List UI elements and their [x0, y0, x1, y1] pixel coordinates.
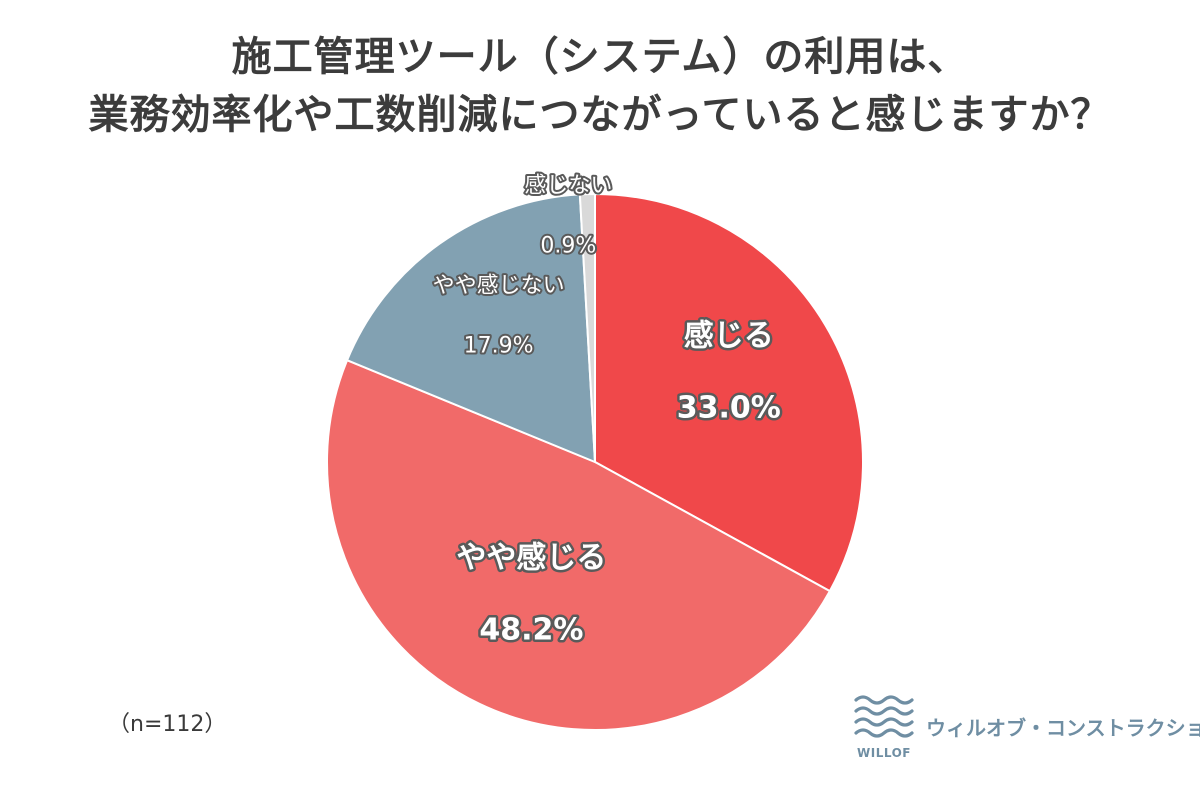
pie-labels: 感じる 33.0% やや感じる 48.2% やや感じない 17.9% 感じない 0.9% [431, 171, 784, 650]
slice-value-label-2: 48.2% [479, 612, 583, 647]
pie-slices [326, 192, 864, 731]
wave-lines-icon [854, 695, 914, 738]
slice-value-label-3: 17.9% [464, 334, 534, 359]
chart-title-line-1: 施工管理ツール（システム）の利用は、 [231, 34, 969, 80]
slice-name-label-2: やや感じる [456, 540, 606, 575]
logo-wordmark: WILLOF [857, 746, 911, 760]
slice-value-label-1: 33.0% [677, 390, 781, 425]
slice-value-label-4: 0.9% [540, 233, 596, 258]
pie-slice-4 [578, 192, 596, 463]
slice-name-label-3: やや感じない [433, 274, 565, 299]
slice-name-label-1: 感じる [684, 318, 774, 353]
chart-title-line-2: 業務効率化や工数削減につながっていると感じますか？ [88, 92, 1112, 138]
logo-company-name: ウィルオブ・コンストラクション [926, 716, 1200, 740]
chart-title: 施工管理ツール（システム）の利用は、 業務効率化や工数削減につながっていると感じ… [0, 28, 1200, 144]
pie-slice-1 [594, 192, 864, 593]
company-logo: WILLOF ウィルオブ・コンストラクション [852, 692, 1200, 762]
pie-slice-3 [345, 193, 597, 464]
sample-size-note: （n=112） [108, 712, 227, 737]
pie-slice-2 [326, 358, 832, 731]
slice-name-label-4: 感じない [524, 173, 612, 198]
